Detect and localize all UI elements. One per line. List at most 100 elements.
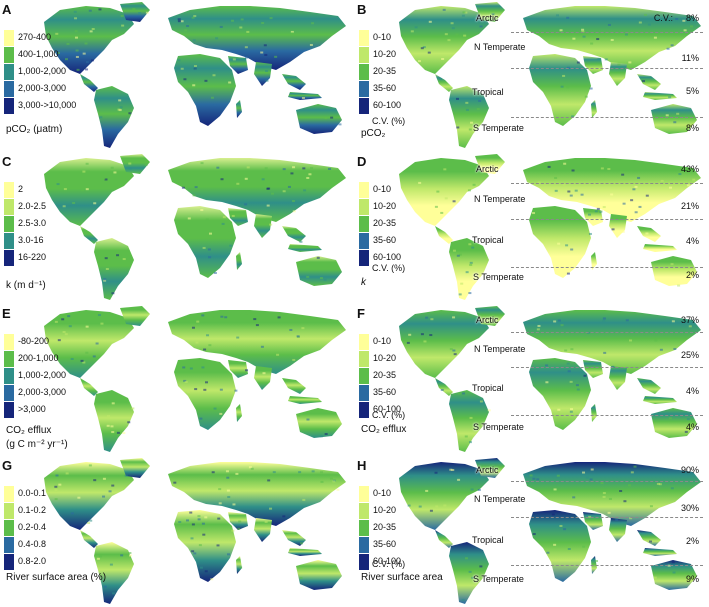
raster-cell: [183, 78, 187, 81]
legend-swatch: [4, 250, 14, 266]
raster-cell: [569, 410, 573, 413]
raster-cell: [199, 566, 203, 569]
raster-cell: [444, 197, 448, 200]
raster-cell: [440, 211, 444, 214]
legend-swatch: [359, 81, 369, 97]
raster-cell: [529, 474, 533, 477]
raster-cell: [248, 466, 252, 469]
raster-cell: [193, 65, 197, 68]
raster-cell: [464, 435, 468, 438]
raster-cell: [470, 488, 474, 491]
raster-cell: [583, 374, 587, 377]
raster-cell: [580, 193, 584, 196]
raster-cell: [324, 117, 328, 120]
landmass-africa: [529, 206, 591, 278]
raster-cell: [311, 470, 315, 473]
raster-cell: [74, 17, 78, 20]
raster-cell: [199, 417, 203, 420]
raster-cell: [418, 505, 422, 508]
raster-cell: [203, 388, 207, 391]
raster-cell: [311, 22, 315, 25]
raster-cell: [260, 182, 264, 185]
raster-cell: [557, 408, 561, 411]
raster-cell: [193, 15, 197, 18]
landmass-north-america: [399, 310, 489, 378]
raster-cell: [602, 495, 606, 498]
landmass-south-america: [449, 390, 489, 452]
landmass-south-america: [94, 238, 134, 300]
landmass-south-america: [449, 542, 489, 604]
legend-label: 400-1,000: [18, 49, 59, 59]
raster-cell: [98, 555, 102, 558]
raster-cell: [607, 23, 611, 26]
landmass-australia: [296, 256, 342, 286]
raster-cell: [452, 316, 456, 319]
raster-cell: [656, 482, 660, 485]
raster-cell: [217, 517, 221, 520]
raster-cell: [320, 471, 324, 474]
raster-cell: [239, 566, 243, 569]
raster-cell: [575, 384, 579, 387]
panel-letter: B: [357, 2, 367, 17]
landmass-africa: [529, 54, 591, 126]
raster-cell: [620, 201, 624, 204]
raster-cell: [479, 25, 483, 28]
landmass-india: [609, 518, 627, 542]
cv-value: 2%: [685, 536, 699, 546]
panel-letter: A: [2, 2, 12, 17]
raster-cell: [186, 519, 190, 522]
raster-cell: [221, 408, 225, 411]
raster-cell: [102, 477, 106, 480]
raster-cell: [464, 11, 468, 14]
raster-cell: [177, 18, 181, 21]
legend-swatch: [4, 351, 14, 367]
raster-cell: [491, 13, 495, 16]
legend-swatch: [359, 486, 369, 502]
raster-cell: [232, 58, 236, 61]
landmass-indonesia: [643, 92, 677, 100]
legend-label: 20-35: [373, 522, 397, 532]
landmass-madagascar: [591, 100, 597, 118]
raster-cell: [74, 30, 78, 33]
raster-cell: [638, 21, 642, 24]
raster-cell: [449, 348, 453, 351]
panel-g: G 0.0-0.1 0.1-0.2 0.2-0.4 0.4-0.8 0.8-2.0 Ri…: [0, 456, 354, 607]
landmass-greenland: [475, 2, 505, 22]
zone-label-s-temperate: S Temperate: [473, 123, 524, 133]
cv-value: 90%: [680, 465, 699, 475]
raster-cell: [298, 471, 302, 474]
raster-cell: [202, 246, 206, 249]
zone-divider: [511, 517, 703, 518]
raster-cell: [560, 85, 564, 88]
raster-cell: [200, 162, 204, 165]
zone-label-n-temperate: N Temperate: [474, 194, 526, 204]
raster-cell: [460, 282, 464, 285]
raster-cell: [86, 170, 90, 173]
raster-cell: [450, 22, 454, 25]
raster-cell: [186, 25, 190, 28]
raster-cell: [458, 293, 462, 296]
raster-cell: [452, 200, 456, 203]
variable-label: River surface area: [361, 572, 443, 583]
raster-cell: [75, 49, 79, 52]
raster-cell: [236, 336, 240, 339]
raster-cell: [213, 104, 217, 107]
raster-cell: [406, 341, 410, 344]
legend-label: 10-20: [373, 49, 397, 59]
raster-cell: [673, 347, 677, 350]
raster-cell: [204, 79, 208, 82]
panel-e: E -80-200 200-1,000 1,000-2,000 2,000-3,000…: [0, 304, 354, 455]
raster-cell: [602, 319, 606, 322]
raster-cell: [468, 441, 472, 444]
legend-label: 10-20: [373, 505, 397, 515]
raster-cell: [80, 359, 84, 362]
legend-swatch: [359, 216, 369, 232]
raster-cell: [457, 478, 461, 481]
raster-cell: [562, 183, 566, 186]
raster-cell: [82, 170, 86, 173]
raster-cell: [191, 550, 195, 553]
raster-cell: [576, 388, 580, 391]
legend-label: 0.2-0.4: [18, 522, 47, 532]
raster-cell: [410, 476, 414, 479]
raster-cell: [272, 471, 276, 474]
